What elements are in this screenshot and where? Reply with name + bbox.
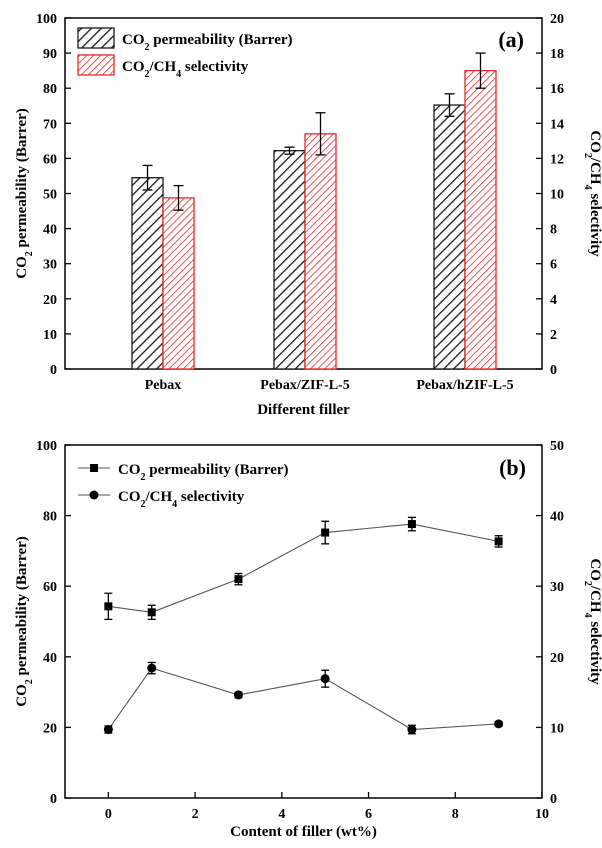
- point-permeability: [104, 602, 112, 610]
- bar-selectivity: [163, 198, 194, 369]
- y2-tick-label: 18: [550, 47, 564, 62]
- y2-tick-label: 0: [550, 792, 557, 807]
- y2-tick-label: 40: [550, 510, 564, 525]
- series-line-permeability: [108, 524, 498, 612]
- y2-tick-label: 30: [550, 580, 564, 595]
- y2-tick-label: 12: [550, 152, 564, 167]
- y2-tick-label: 0: [550, 363, 557, 378]
- x-tick-label: 2: [192, 807, 199, 822]
- x-tick-label: 4: [278, 807, 285, 822]
- y2-axis-title: CO2/CH4 selectivity: [583, 558, 602, 685]
- y-tick-label: 40: [43, 223, 57, 238]
- y-tick-label: 100: [36, 12, 57, 27]
- point-permeability: [234, 575, 242, 583]
- x-axis-title: Different filler: [257, 402, 350, 418]
- y2-axis-title: CO2/CH4 selectivity: [583, 130, 602, 257]
- y-tick-label: 100: [36, 439, 57, 454]
- y2-tick-label: 2: [550, 328, 557, 343]
- legend-label-permeability: CO2 permeability (Barrer): [118, 462, 289, 483]
- y-axis-title: CO2 permeability (Barrer): [14, 108, 35, 279]
- panel-label: (a): [498, 27, 524, 52]
- y-tick-label: 90: [43, 47, 57, 62]
- point-permeability: [495, 537, 503, 545]
- y2-tick-label: 10: [550, 721, 564, 736]
- bar-permeability: [434, 105, 465, 369]
- bar-selectivity: [465, 71, 496, 369]
- x-tick-label: Pebax/ZIF-L-5: [260, 378, 349, 393]
- y-axis-title: CO2 permeability (Barrer): [14, 536, 35, 707]
- legend-swatch-permeability: [78, 28, 114, 48]
- y-tick-label: 20: [43, 293, 57, 308]
- y-tick-label: 0: [50, 363, 57, 378]
- y2-tick-label: 10: [550, 188, 564, 203]
- x-axis-title: Content of filler (wt%): [230, 824, 377, 840]
- y2-tick-label: 6: [550, 258, 557, 273]
- x-tick-label: 10: [535, 807, 549, 822]
- y-tick-label: 40: [43, 651, 57, 666]
- point-selectivity: [321, 674, 330, 683]
- x-tick-label: 8: [452, 807, 459, 822]
- bar-permeability: [274, 151, 305, 369]
- y-tick-label: 80: [43, 510, 57, 525]
- y2-tick-label: 14: [550, 117, 564, 132]
- y-tick-label: 80: [43, 82, 57, 97]
- y2-tick-label: 20: [550, 12, 564, 27]
- x-tick-label: Pebax/hZIF-L-5: [416, 378, 513, 393]
- legend-swatch-selectivity: [78, 55, 114, 75]
- bar-permeability: [132, 178, 163, 369]
- chart-panel-a: 0 10 20 30 40 50 60 70 80 90 100 0 2 4 6 8 10 12 14 16 18 20 P…: [14, 12, 602, 418]
- y2-tick-label: 8: [550, 223, 557, 238]
- point-selectivity: [407, 725, 416, 734]
- legend-label-selectivity: CO2/CH4 selectivity: [122, 59, 249, 80]
- point-permeability: [148, 608, 156, 616]
- point-selectivity: [494, 719, 503, 728]
- y-tick-label: 10: [43, 328, 57, 343]
- point-selectivity: [104, 725, 113, 734]
- panel-label: (b): [499, 455, 526, 480]
- legend-marker-permeability: [90, 464, 98, 472]
- point-selectivity: [147, 664, 156, 673]
- y-tick-label: 30: [43, 258, 57, 273]
- point-permeability: [408, 520, 416, 528]
- y-tick-label: 70: [43, 117, 57, 132]
- y2-tick-label: 16: [550, 82, 564, 97]
- y-tick-label: 60: [43, 580, 57, 595]
- x-tick-label: 0: [105, 807, 112, 822]
- legend-marker-selectivity: [90, 491, 99, 500]
- y-tick-label: 20: [43, 721, 57, 736]
- x-tick-label: 6: [365, 807, 372, 822]
- y-tick-label: 60: [43, 152, 57, 167]
- y-tick-label: 50: [43, 188, 57, 203]
- legend-label-selectivity: CO2/CH4 selectivity: [118, 489, 245, 510]
- y2-tick-label: 50: [550, 439, 564, 454]
- y2-tick-label: 20: [550, 651, 564, 666]
- legend-label-permeability: CO2 permeability (Barrer): [122, 32, 293, 53]
- x-tick-label: Pebax: [145, 378, 182, 393]
- point-selectivity: [234, 690, 243, 699]
- point-permeability: [321, 529, 329, 537]
- y2-tick-label: 4: [550, 293, 557, 308]
- y-tick-label: 0: [50, 792, 57, 807]
- bar-selectivity: [305, 134, 336, 369]
- series-line-selectivity: [108, 668, 498, 729]
